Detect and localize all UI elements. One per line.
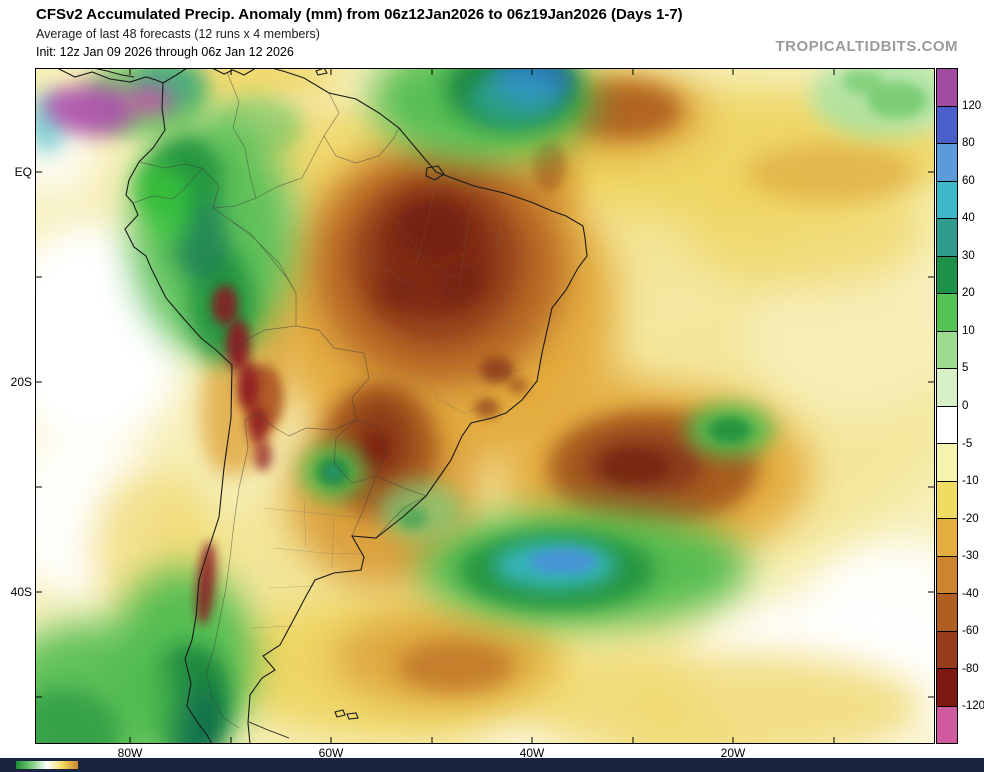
map-ticks (35, 68, 935, 744)
colorbar-tick: -10 (962, 475, 979, 488)
colorbar-segment (937, 293, 957, 331)
map-border (35, 68, 935, 744)
colorbar-tick: 5 (962, 362, 969, 375)
footer-bar (0, 758, 984, 772)
colorbar-tick: -20 (962, 512, 979, 525)
colorbar-tick: 30 (962, 249, 975, 262)
coastline (56, 68, 588, 744)
lon-label-20w: 20W (720, 746, 746, 760)
colorbar-segment (937, 668, 957, 706)
colorbar-segment (937, 555, 957, 593)
colorbar-tick: 120 (962, 99, 982, 112)
lon-label-40w: 40W (519, 746, 545, 760)
colorbar-segment (937, 143, 957, 181)
colorbar-segment (937, 255, 957, 293)
map-frame (35, 68, 935, 744)
lon-label-60w: 60W (318, 746, 344, 760)
colorbar-tick: 80 (962, 137, 975, 150)
colorbar-segment (937, 69, 957, 106)
colorbar-tick: 60 (962, 174, 975, 187)
colorbar-segment (937, 180, 957, 218)
colorbar-segment (937, 330, 957, 368)
colorbar-labels: 120 80 60 40 30 20 10 5 0 -5 -10 -20 -30… (962, 68, 984, 744)
colorbar-segment (937, 105, 957, 143)
chart-subtitle: Average of last 48 forecasts (12 runs x … (36, 27, 320, 41)
colorbar-tick: -40 (962, 587, 979, 600)
colorbar-segment (937, 705, 957, 743)
colorbar-tick: 40 (962, 212, 975, 225)
colorbar (936, 68, 958, 744)
colorbar-segment (937, 218, 957, 256)
colorbar-tick: -60 (962, 625, 979, 638)
colorbar-segment (937, 368, 957, 406)
site-watermark: TROPICALTIDBITS.COM (775, 38, 958, 55)
colorbar-segment (937, 480, 957, 518)
colorbar-segment (937, 630, 957, 668)
colorbar-tick: 10 (962, 324, 975, 337)
colorbar-segment (937, 443, 957, 481)
colorbar-tick: -30 (962, 550, 979, 563)
colorbar-tick: -80 (962, 662, 979, 675)
colorbar-segment (937, 405, 957, 443)
colorbar-segment (937, 593, 957, 631)
colorbar-tick: -5 (962, 437, 973, 450)
footer-mini-colorbar (16, 761, 78, 769)
colorbar-segment (937, 518, 957, 556)
colorbar-tick: -120 (962, 700, 984, 713)
state-borders (249, 171, 535, 629)
lat-label-eq: EQ (14, 165, 32, 179)
precip-anomaly-map (35, 68, 935, 744)
colorbar-tick: 20 (962, 287, 975, 300)
country-borders (132, 71, 427, 729)
chart-title: CFSv2 Accumulated Precip. Anomaly (mm) f… (36, 6, 683, 23)
lat-label-20s: 20S (10, 375, 32, 389)
colorbar-tick: 0 (962, 400, 969, 412)
lat-label-40s: 40S (10, 585, 32, 599)
init-line: Init: 12z Jan 09 2026 through 06z Jan 12… (36, 45, 294, 59)
lon-label-80w: 80W (117, 746, 143, 760)
